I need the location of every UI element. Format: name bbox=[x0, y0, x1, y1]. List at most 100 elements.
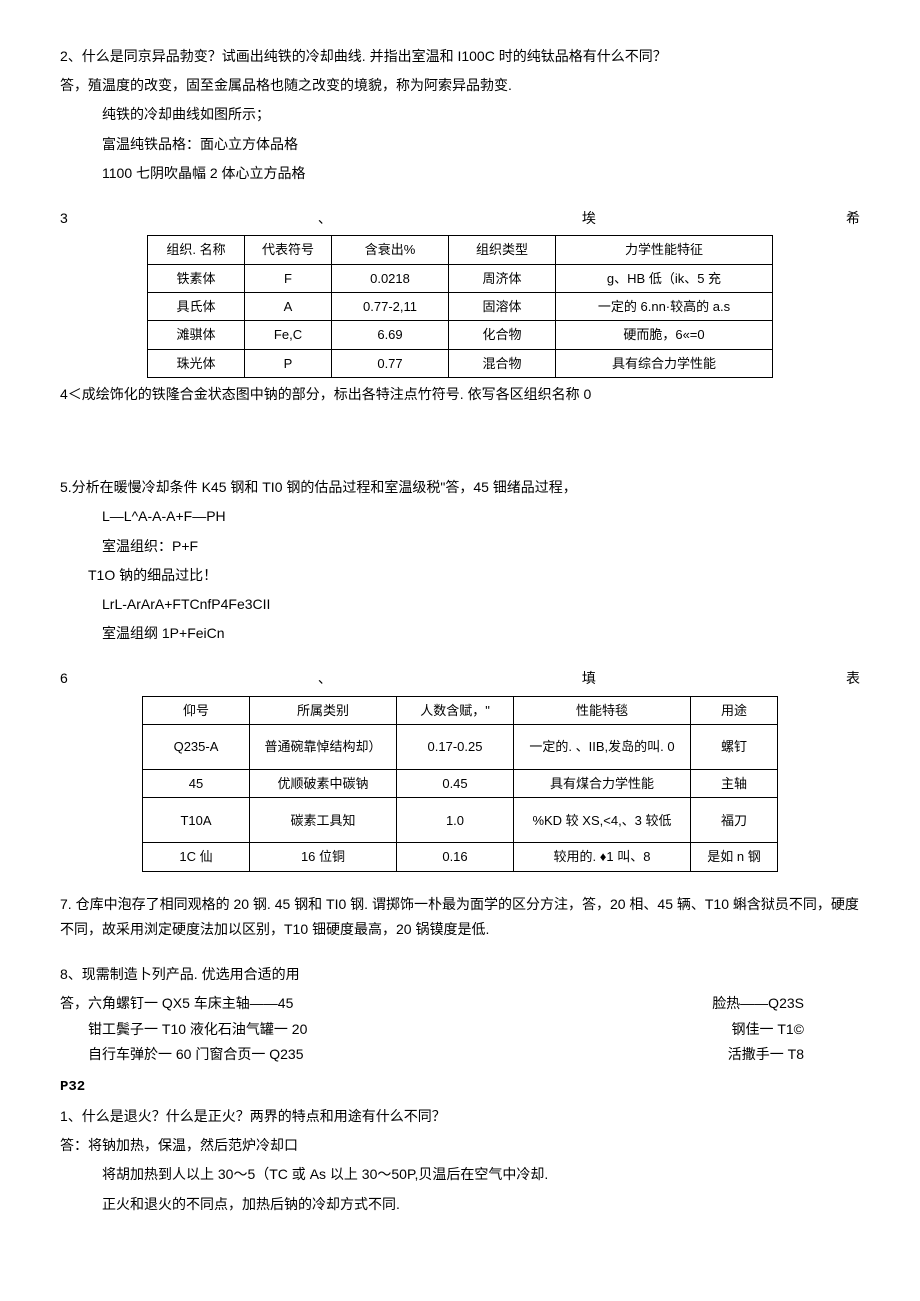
table-cell: 45 bbox=[143, 769, 250, 797]
q8-row1-right: 脸热——Q23S bbox=[712, 991, 804, 1016]
p32-line2: 正火和退火的不同点，加热后钠的冷却方式不同. bbox=[60, 1192, 860, 1217]
table-cell: 0.17-0.25 bbox=[397, 724, 514, 769]
table-cell: 普通碗靠悼结构却） bbox=[250, 724, 397, 769]
q2-question: 2、什么是同京异品勃变？试画出纯铁的冷却曲线. 并指出室温和 I100C 时的纯… bbox=[60, 44, 860, 69]
table-cell: A bbox=[245, 292, 332, 320]
table-cell: 0.16 bbox=[397, 843, 514, 871]
q6-far: 表 bbox=[846, 666, 860, 691]
table-header-cell: 组织类型 bbox=[449, 236, 556, 264]
table-cell: 福刀 bbox=[691, 798, 778, 843]
q4-text: 4＜成绘饰化的铁隆合金状态图中钠的部分，标出各特注点竹符号. 依写各区组织名称 … bbox=[60, 382, 860, 407]
q8-row2: 钳工鬓子一 T10 液化石油气罐一 20 钢佳一 T1© bbox=[60, 1017, 860, 1042]
table-cell: F bbox=[245, 264, 332, 292]
table-q6: 仰号所属类别人数含赋，"性能特毯用途Q235-A普通碗靠悼结构却）0.17-0.… bbox=[142, 696, 778, 872]
q2-line1: 纯铁的冷却曲线如图所示； bbox=[60, 102, 860, 127]
table-cell: 珠光体 bbox=[148, 349, 245, 377]
table-cell: 主轴 bbox=[691, 769, 778, 797]
table-q3: 组织. 名称代表符号含衰出%组织类型力学性能特征铁素体F0.0218周济体g、H… bbox=[147, 235, 773, 378]
table-cell: 铁素体 bbox=[148, 264, 245, 292]
q5-line2: 室温组织：P+F bbox=[60, 534, 860, 559]
table-cell: 一定的 6.nn·较高的 a.s bbox=[556, 292, 773, 320]
q3-mid: 、 bbox=[318, 206, 332, 231]
q6-header-line: 6 、 填 表 bbox=[60, 666, 860, 691]
table-header-cell: 人数含赋，" bbox=[397, 696, 514, 724]
table-cell: 1.0 bbox=[397, 798, 514, 843]
table-row: 铁素体F0.0218周济体g、HB 低（ik、5 充 bbox=[148, 264, 773, 292]
table-row: 45优顺破素中碳钠0.45具有煤合力学性能主轴 bbox=[143, 769, 778, 797]
q5-question: 5.分析在暖慢冷却条件 K45 钢和 TI0 钢的估品过程和室温级税"答，45 … bbox=[60, 475, 860, 500]
q3-num: 3 bbox=[60, 206, 68, 231]
table-cell: 具有煤合力学性能 bbox=[514, 769, 691, 797]
table-cell: 周济体 bbox=[449, 264, 556, 292]
q2-line3: 1100 七阴吹晶幅 2 体心立方品格 bbox=[60, 161, 860, 186]
q5-line1: L—L^A-A-A+F—PH bbox=[60, 504, 860, 529]
table-cell: 0.0218 bbox=[332, 264, 449, 292]
table-cell: 碳素工具知 bbox=[250, 798, 397, 843]
table-header-cell: 性能特毯 bbox=[514, 696, 691, 724]
q8-row3: 自行车弹於一 60 门窗合页一 Q235 活撒手一 T8 bbox=[60, 1042, 860, 1067]
table-cell: g、HB 低（ik、5 充 bbox=[556, 264, 773, 292]
table-header-cell: 力学性能特征 bbox=[556, 236, 773, 264]
table-cell: 硬而脆，6«=0 bbox=[556, 321, 773, 349]
q3-label: 埃 bbox=[582, 206, 596, 231]
table-cell: 0.77 bbox=[332, 349, 449, 377]
table-q3-wrap: 组织. 名称代表符号含衰出%组织类型力学性能特征铁素体F0.0218周济体g、H… bbox=[100, 235, 820, 378]
table-header-cell: 组织. 名称 bbox=[148, 236, 245, 264]
q5-line5: 室温组纲 1P+FeiCn bbox=[60, 621, 860, 646]
table-cell: 是如 n 钢 bbox=[691, 843, 778, 871]
q8-header: 8、现需制造卜列产品. 优选用合适的用 bbox=[60, 962, 860, 987]
q8-row1: 答，六角螺钉一 QX5 车床主轴——45 脸热——Q23S bbox=[60, 991, 860, 1016]
table-row: T10A碳素工具知1.0%KD 较 XS,<4,、3 较低福刀 bbox=[143, 798, 778, 843]
q8-row1-left: 答，六角螺钉一 QX5 车床主轴——45 bbox=[60, 991, 293, 1016]
table-header-cell: 用途 bbox=[691, 696, 778, 724]
table-cell: 具氏体 bbox=[148, 292, 245, 320]
q5-line3: T1O 钠的细品过比！ bbox=[60, 563, 860, 588]
table-cell: P bbox=[245, 349, 332, 377]
table-cell: %KD 较 XS,<4,、3 较低 bbox=[514, 798, 691, 843]
table-cell: 0.77-2,11 bbox=[332, 292, 449, 320]
q3-far: 希 bbox=[846, 206, 860, 231]
table-cell: 0.45 bbox=[397, 769, 514, 797]
table-cell: Q235-A bbox=[143, 724, 250, 769]
table-header-cell: 含衰出% bbox=[332, 236, 449, 264]
table-cell: T10A bbox=[143, 798, 250, 843]
table-header-cell: 代表符号 bbox=[245, 236, 332, 264]
table-cell: 优顺破素中碳钠 bbox=[250, 769, 397, 797]
table-row: 滩骐体Fe,C6.69化合物硬而脆，6«=0 bbox=[148, 321, 773, 349]
q8-row3-left: 自行车弹於一 60 门窗合页一 Q235 bbox=[88, 1042, 304, 1067]
q7-text: 7. 仓库中泡存了相同观格的 20 钢. 45 钢和 TI0 钢. 谓掷饰一朴最… bbox=[60, 892, 860, 942]
q2-ans-intro: 答，殖温度的改变，固至金属品格也随之改变的境貌，称为阿索异品勃变. bbox=[60, 73, 860, 98]
table-row: Q235-A普通碗靠悼结构却）0.17-0.25一定的. 、IIB,发岛的叫. … bbox=[143, 724, 778, 769]
table-row: 具氏体A0.77-2,11固溶体一定的 6.nn·较高的 a.s bbox=[148, 292, 773, 320]
table-cell: 螺钉 bbox=[691, 724, 778, 769]
table-cell: 16 位铜 bbox=[250, 843, 397, 871]
table-cell: Fe,C bbox=[245, 321, 332, 349]
q3-header-line: 3 、 埃 希 bbox=[60, 206, 860, 231]
table-cell: 1C 仙 bbox=[143, 843, 250, 871]
q8-row2-right: 钢佳一 T1© bbox=[731, 1017, 804, 1042]
table-header-cell: 仰号 bbox=[143, 696, 250, 724]
table-header-cell: 所属类别 bbox=[250, 696, 397, 724]
table-cell: 化合物 bbox=[449, 321, 556, 349]
table-cell: 较用的. ♦1 叫、8 bbox=[514, 843, 691, 871]
q8-row3-right: 活撒手一 T8 bbox=[728, 1042, 804, 1067]
q6-mid: 、 bbox=[318, 666, 332, 691]
p32-heading: P32 bbox=[60, 1075, 860, 1100]
q6-num: 6 bbox=[60, 666, 68, 691]
table-cell: 固溶体 bbox=[449, 292, 556, 320]
p32-ans-intro: 答：将钠加热，保温，然后范炉冷却口 bbox=[60, 1133, 860, 1158]
q6-label: 填 bbox=[582, 666, 596, 691]
p32-line1: 将胡加热到人以上 30～5（TC 或 As 以上 30～50P,贝温后在空气中冷… bbox=[60, 1162, 860, 1187]
table-cell: 滩骐体 bbox=[148, 321, 245, 349]
p32-q1: 1、什么是退火？什么是正火？两界的特点和用途有什么不同？ bbox=[60, 1104, 860, 1129]
table-cell: 具有综合力学性能 bbox=[556, 349, 773, 377]
table-q6-wrap: 仰号所属类别人数含赋，"性能特毯用途Q235-A普通碗靠悼结构却）0.17-0.… bbox=[100, 696, 820, 872]
table-cell: 一定的. 、IIB,发岛的叫. 0 bbox=[514, 724, 691, 769]
table-row: 珠光体P0.77混合物具有综合力学性能 bbox=[148, 349, 773, 377]
q5-line4: LrL-ArArA+FTCnfP4Fe3CII bbox=[60, 592, 860, 617]
q2-line2: 富温纯铁品格：面心立方体品格 bbox=[60, 132, 860, 157]
q8-row2-left: 钳工鬓子一 T10 液化石油气罐一 20 bbox=[88, 1017, 307, 1042]
table-cell: 混合物 bbox=[449, 349, 556, 377]
table-cell: 6.69 bbox=[332, 321, 449, 349]
table-row: 1C 仙16 位铜0.16较用的. ♦1 叫、8是如 n 钢 bbox=[143, 843, 778, 871]
